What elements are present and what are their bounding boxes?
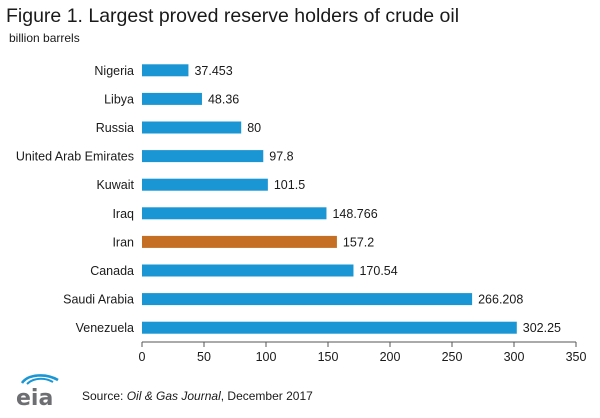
category-label: Canada [90,264,134,278]
category-label: Russia [96,121,134,135]
bar [142,293,473,306]
category-label: Iran [112,235,134,249]
category-label: United Arab Emirates [16,150,134,164]
x-tick-label: 350 [566,350,587,364]
category-label: Saudi Arabia [63,293,134,307]
data-label: 48.36 [208,92,239,106]
eia-logo-icon: eia [16,374,59,408]
bar [142,178,268,191]
eia-logo-text: eia [16,386,53,408]
category-label: Kuwait [96,178,134,192]
source-prefix: Source: [82,389,127,403]
x-tick-label: 200 [380,350,401,364]
data-label: 170.54 [359,264,397,278]
bar [142,150,264,163]
category-label: Venezuela [76,321,134,335]
bar [142,264,354,277]
category-label: Iraq [112,207,134,221]
bar [142,235,337,248]
chart-subtitle: billion barrels [9,31,80,45]
category-label: Nigeria [94,64,134,78]
source-note: Source: Oil & Gas Journal, December 2017 [82,389,313,403]
bar [142,92,202,105]
chart-title: Figure 1. Largest proved reserve holders… [6,5,460,27]
bar [142,207,327,220]
data-label: 148.766 [332,207,377,221]
data-label: 302.25 [523,321,561,335]
bar [142,64,189,77]
x-tick-label: 0 [139,350,146,364]
data-label: 97.8 [269,150,293,164]
data-label: 266.208 [478,293,523,307]
data-label: 157.2 [343,235,374,249]
bar [142,321,517,334]
data-label: 101.5 [274,178,305,192]
x-tick-label: 150 [318,350,339,364]
source-publication: Oil & Gas Journal [126,389,221,403]
x-tick-label: 50 [197,350,211,364]
x-tick-label: 300 [504,350,525,364]
x-tick-label: 250 [442,350,463,364]
source-suffix: , December 2017 [220,389,313,403]
bar [142,121,242,134]
data-label: 37.453 [194,64,232,78]
data-label: 80 [247,121,261,135]
x-tick-label: 100 [256,350,277,364]
category-label: Libya [104,92,134,106]
